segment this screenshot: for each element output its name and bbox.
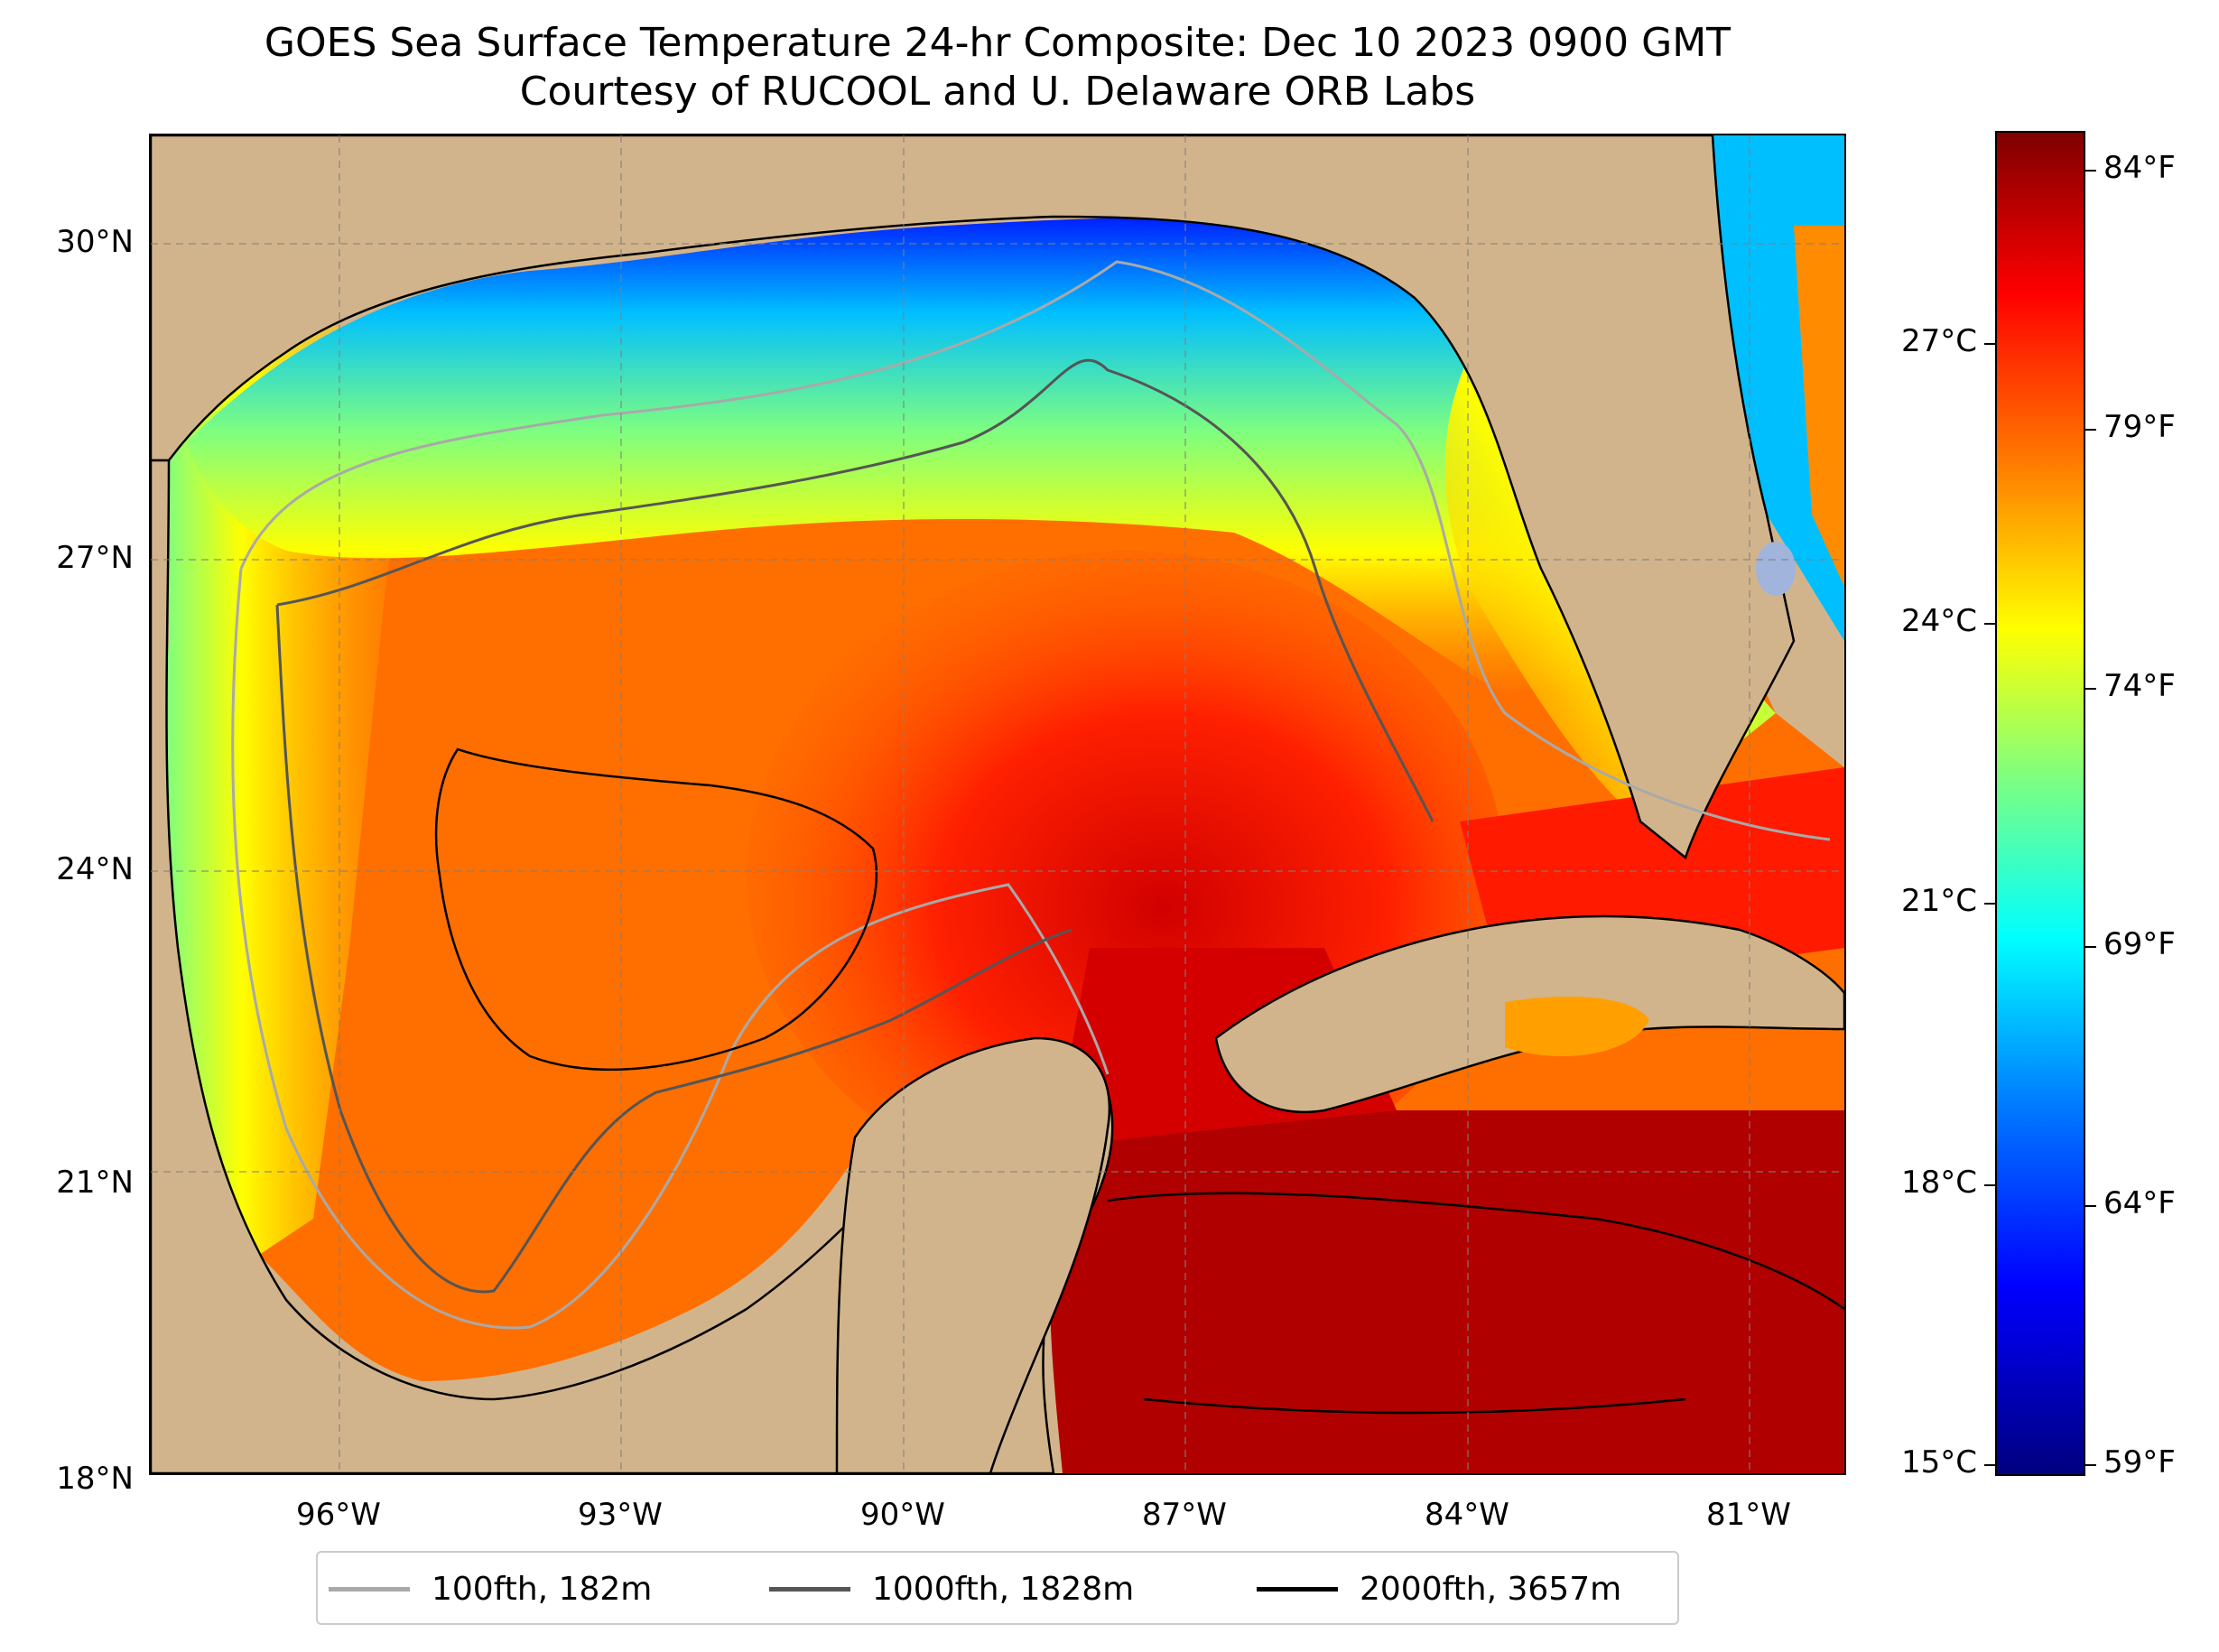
legend-label-2000fth: 2000fth, 3657m (1360, 1570, 1622, 1608)
lon-label-84w: 84°W (1425, 1497, 1509, 1533)
caribbean-warm-water (1049, 1110, 1844, 1473)
contour-legend: 100fth, 182m 1000fth, 1828m 2000fth, 365… (316, 1551, 1679, 1625)
contour-100fth (231, 260, 1831, 1330)
graticule (151, 135, 1844, 1473)
map-subtitle: Courtesy of RUCOOL and U. Delaware ORB L… (519, 69, 1476, 115)
legend-label-1000fth: 1000fth, 1828m (872, 1570, 1135, 1608)
colorbar-celsius-24: 24°C (1900, 603, 1977, 639)
cuba-south-pocket (1505, 997, 1649, 1056)
colorbar-fahrenheit-69: 69°F (2103, 926, 2176, 962)
lon-label-90w: 90°W (860, 1497, 945, 1533)
colorbar-celsius-15: 15°C (1900, 1444, 1977, 1480)
land-yucatan (835, 1036, 1111, 1473)
legend-item-100fth: 100fth, 182m (329, 1569, 652, 1609)
colorbar-fahrenheit-74: 74°F (2103, 668, 2176, 704)
lat-label-24: 24°N (56, 851, 134, 887)
lat-label-27: 27°N (56, 540, 134, 576)
legend-swatch-1000fth (769, 1586, 850, 1592)
lat-label-30: 30°N (56, 224, 134, 260)
atlantic-strip-warm (1794, 226, 1844, 587)
lon-label-81w: 81°W (1706, 1497, 1791, 1533)
sst-map (149, 134, 1846, 1475)
temperature-colorbar (1995, 131, 2085, 1476)
lon-label-87w: 87°W (1142, 1497, 1227, 1533)
lake-okeechobee (1756, 542, 1796, 596)
lon-label-93w: 93°W (578, 1497, 663, 1533)
colorbar-fahrenheit-84: 84°F (2103, 150, 2176, 186)
lon-label-96w: 96°W (296, 1497, 381, 1533)
legend-item-1000fth: 1000fth, 1828m (769, 1569, 1134, 1609)
legend-item-2000fth: 2000fth, 3657m (1257, 1569, 1621, 1609)
lat-label-21: 21°N (56, 1165, 134, 1201)
legend-swatch-2000fth (1257, 1586, 1338, 1592)
colorbar-fahrenheit-64: 64°F (2103, 1185, 2176, 1221)
north-shelf-band (187, 218, 1740, 695)
colorbar-celsius-21: 21°C (1900, 883, 1977, 919)
legend-label-100fth: 100fth, 182m (432, 1570, 653, 1608)
legend-swatch-100fth (329, 1586, 410, 1592)
lat-label-18: 18°N (56, 1461, 134, 1497)
colorbar-celsius-27: 27°C (1900, 323, 1977, 359)
contour-1000fth (275, 358, 1434, 1294)
colorbar-fahrenheit-79: 79°F (2103, 409, 2176, 445)
sst-map-canvas (151, 135, 1844, 1473)
map-title: GOES Sea Surface Temperature 24-hr Compo… (264, 20, 1732, 66)
colorbar-celsius-18: 18°C (1900, 1165, 1977, 1201)
colorbar-fahrenheit-59: 59°F (2103, 1444, 2176, 1480)
contour-2000fth (434, 747, 1844, 1415)
